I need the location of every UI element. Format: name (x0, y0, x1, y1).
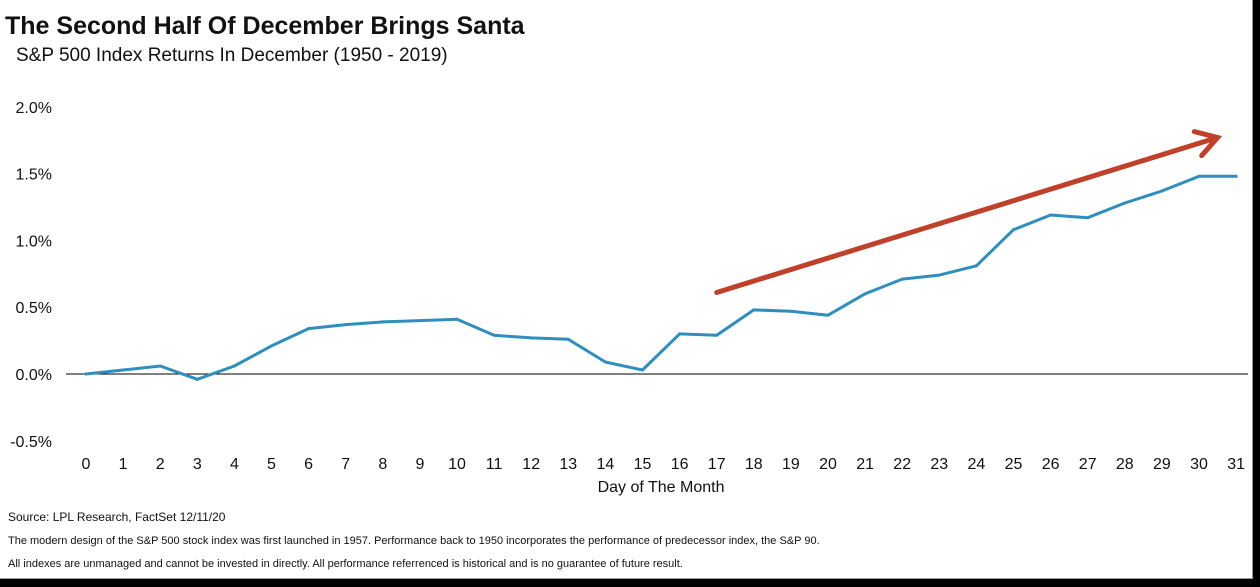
x-tick-label: 18 (745, 456, 763, 473)
x-axis-label: Day of The Month (598, 479, 725, 496)
x-tick-label: 23 (930, 456, 948, 473)
x-tick-label: 29 (1153, 456, 1171, 473)
trend-arrow-head (1191, 129, 1223, 159)
x-tick-label: 24 (968, 456, 986, 473)
data-point (455, 317, 459, 321)
x-tick-label: 19 (782, 456, 800, 473)
data-point (1160, 189, 1164, 193)
x-tick-label: 30 (1190, 456, 1208, 473)
x-tick-label: 28 (1116, 456, 1134, 473)
series-line (84, 174, 1238, 381)
data-point (1049, 213, 1053, 217)
data-point (1123, 201, 1127, 205)
line-chart: 2.0%1.5%1.0%0.5%0.0%-0.5% 0 1 2 3 4 5 6 7 8 9 10 11… (10, 100, 1248, 496)
x-tick-label: 26 (1042, 456, 1060, 473)
data-point (418, 319, 422, 323)
y-tick-label: 2.0% (16, 100, 52, 117)
x-tick-label: 22 (893, 456, 911, 473)
x-tick-label: 21 (856, 456, 874, 473)
data-point (678, 332, 682, 336)
data-point (566, 337, 570, 341)
data-point (195, 377, 199, 381)
trend-annotation (714, 129, 1223, 296)
source-note: Source: LPL Research, FactSet 12/11/20 (8, 510, 226, 524)
data-point (826, 313, 830, 317)
x-tick-label: 15 (634, 456, 652, 473)
x-tick-label: 11 (486, 456, 503, 473)
y-tick-label: -0.5% (10, 434, 52, 451)
data-point (900, 277, 904, 281)
x-tick-label: 17 (708, 456, 726, 473)
y-tick-label: 0.0% (16, 367, 52, 384)
x-tick-label: 31 (1227, 456, 1245, 473)
x-tick-label: 4 (230, 456, 239, 473)
x-tick-label: 27 (1079, 456, 1097, 473)
chart-title: The Second Half Of December Brings Santa (5, 12, 525, 40)
y-axis-ticks: 2.0% 1.5% 1.0% 0.5% 0.0% -0.5% (10, 100, 52, 451)
x-tick-label: 9 (415, 456, 424, 473)
x-tick-label: 14 (597, 456, 615, 473)
data-point (307, 327, 311, 331)
x-tick-label: 0 (82, 456, 91, 473)
x-tick-label: 8 (378, 456, 387, 473)
data-point (641, 368, 644, 372)
data-point (1234, 174, 1238, 178)
x-tick-label: 12 (522, 456, 540, 473)
data-point (603, 360, 607, 364)
footnote-disclaimer: All indexes are unmanaged and cannot be … (8, 558, 683, 570)
data-point (232, 364, 236, 368)
data-point (937, 273, 941, 277)
x-tick-label: 7 (341, 456, 350, 473)
x-tick-label: 25 (1005, 456, 1023, 473)
series-group (84, 174, 1238, 381)
data-point (121, 368, 125, 372)
x-tick-label: 13 (559, 456, 577, 473)
chart-subtitle: S&P 500 Index Returns In December (1950 … (16, 45, 448, 66)
data-point (1197, 174, 1201, 178)
y-tick-label: 1.0% (16, 233, 52, 250)
x-tick-label: 2 (156, 456, 165, 473)
trend-arrow-shaft (714, 135, 1221, 296)
footnote-methodology: The modern design of the S&P 500 stock i… (8, 535, 820, 547)
data-point (381, 320, 385, 324)
data-point (974, 264, 978, 268)
data-point (1012, 228, 1015, 232)
data-point (270, 344, 273, 348)
data-point (529, 336, 533, 340)
x-tick-label: 6 (304, 456, 313, 473)
x-tick-label: 20 (819, 456, 837, 473)
data-point (158, 364, 162, 368)
y-tick-label: 1.5% (16, 167, 52, 184)
data-point (789, 309, 793, 313)
x-axis-ticks: 0 1 2 3 4 5 6 7 8 9 10 11 12 13 14 15 16 17 18 19 20 21 22 23 24… (82, 456, 1246, 473)
data-point (1086, 216, 1090, 220)
x-tick-label: 10 (448, 456, 466, 473)
data-point (84, 372, 88, 376)
data-point (752, 308, 756, 312)
x-tick-label: 1 (119, 456, 128, 473)
data-point (863, 292, 867, 296)
data-point (344, 323, 348, 327)
x-tick-label: 3 (193, 456, 202, 473)
data-point (492, 333, 496, 337)
x-tick-label: 16 (671, 456, 689, 473)
data-point (715, 333, 719, 337)
x-tick-label: 5 (267, 456, 276, 473)
y-tick-label: 0.5% (16, 300, 52, 317)
